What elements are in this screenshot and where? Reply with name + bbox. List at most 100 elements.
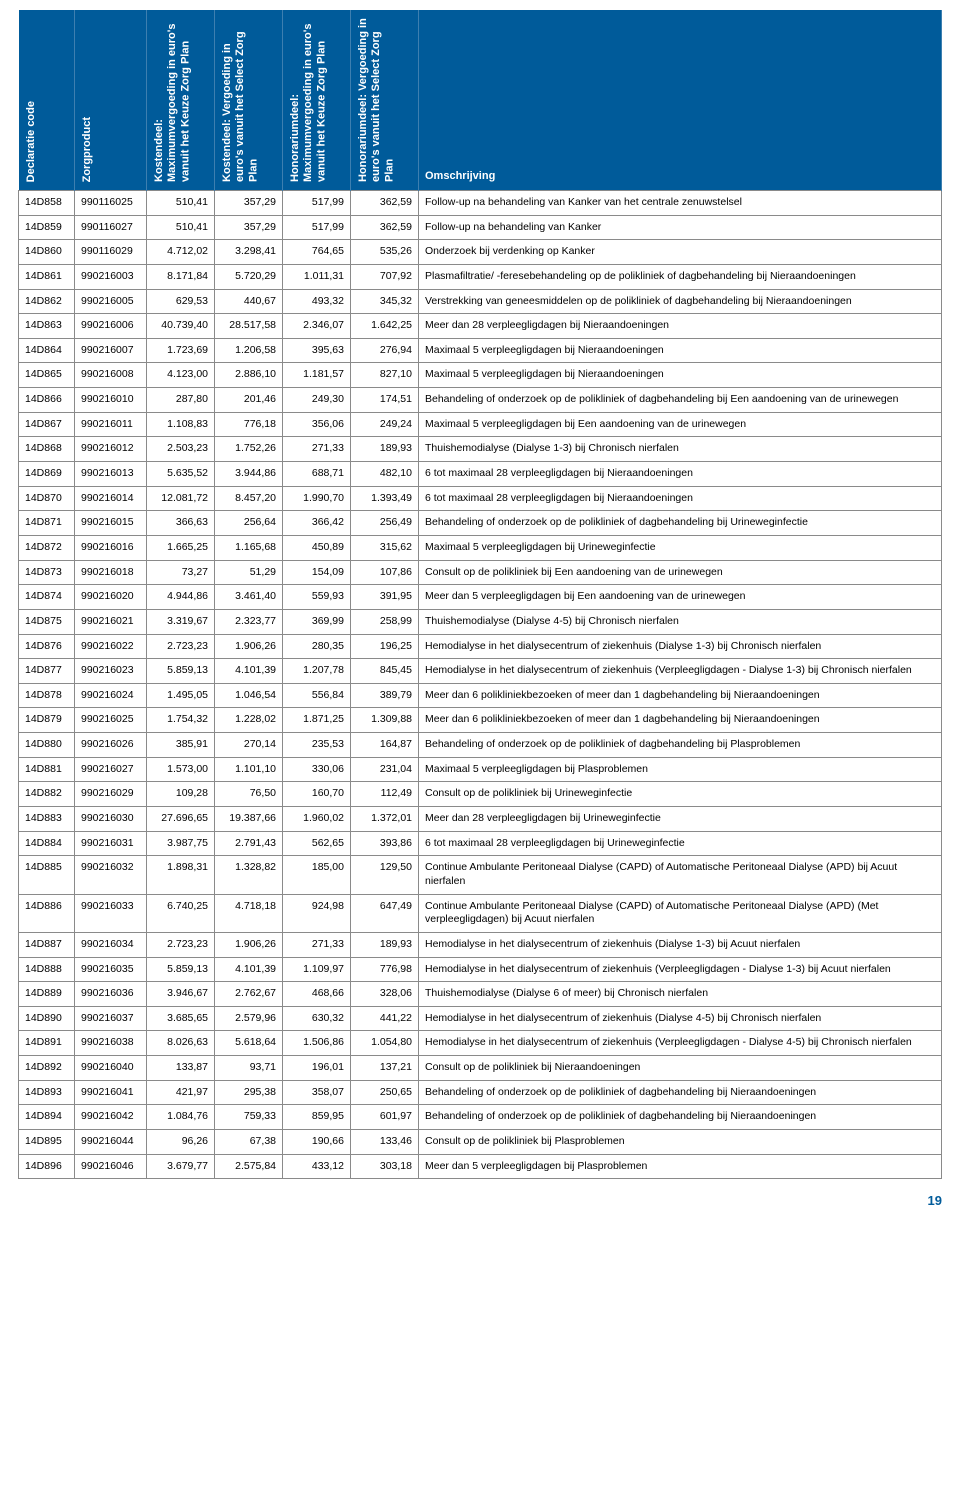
table-cell: 189,93 [351, 932, 419, 957]
table-cell: 2.791,43 [215, 831, 283, 856]
table-cell: 990216014 [75, 486, 147, 511]
table-cell: 51,29 [215, 560, 283, 585]
table-cell: Continue Ambulante Peritoneaal Dialyse (… [419, 894, 942, 932]
table-cell: Follow-up na behandeling van Kanker van … [419, 191, 942, 216]
table-cell: 535,26 [351, 240, 419, 265]
table-row: 14D8749902160204.944,863.461,40559,93391… [19, 585, 942, 610]
table-cell: 14D884 [19, 831, 75, 856]
table-cell: 356,06 [283, 412, 351, 437]
table-cell: 1.898,31 [147, 856, 215, 894]
table-cell: 990216034 [75, 932, 147, 957]
table-cell: 14D880 [19, 733, 75, 758]
table-cell: 366,63 [147, 511, 215, 536]
table-cell: Behandeling of onderzoek op de poliklini… [419, 733, 942, 758]
table-row: 14D88399021603027.696,6519.387,661.960,0… [19, 807, 942, 832]
table-cell: 990116027 [75, 215, 147, 240]
table-cell: 14D883 [19, 807, 75, 832]
table-cell: Maximaal 5 verpleegligdagen bij Een aand… [419, 412, 942, 437]
table-cell: 14D862 [19, 289, 75, 314]
table-cell: 14D885 [19, 856, 75, 894]
table-cell: Onderzoek bij verdenking op Kanker [419, 240, 942, 265]
table-cell: 271,33 [283, 437, 351, 462]
table-cell: 4.944,86 [147, 585, 215, 610]
table-cell: 2.579,96 [215, 1006, 283, 1031]
table-cell: Meer dan 6 polikliniekbezoeken of meer d… [419, 683, 942, 708]
table-cell: 1.181,57 [283, 363, 351, 388]
table-cell: 1.054,80 [351, 1031, 419, 1056]
table-cell: 990116025 [75, 191, 147, 216]
table-cell: 3.685,65 [147, 1006, 215, 1031]
table-cell: 19.387,66 [215, 807, 283, 832]
table-cell: 40.739,40 [147, 314, 215, 339]
table-cell: 441,22 [351, 1006, 419, 1031]
table-cell: 391,95 [351, 585, 419, 610]
table-row: 14D8699902160135.635,523.944,86688,71482… [19, 462, 942, 487]
table-cell: 174,51 [351, 388, 419, 413]
table-cell: 1.573,00 [147, 757, 215, 782]
table-cell: 990216041 [75, 1080, 147, 1105]
table-cell: 601,97 [351, 1105, 419, 1130]
table-row: 14D858990116025510,41357,29517,99362,59F… [19, 191, 942, 216]
table-cell: 1.108,83 [147, 412, 215, 437]
table-cell: 990216011 [75, 412, 147, 437]
table-cell: 3.679,77 [147, 1154, 215, 1179]
table-cell: 8.457,20 [215, 486, 283, 511]
table-cell: 1.011,31 [283, 264, 351, 289]
table-row: 14D862990216005629,53440,67493,32345,32V… [19, 289, 942, 314]
table-cell: 1.495,05 [147, 683, 215, 708]
table-cell: 990216038 [75, 1031, 147, 1056]
table-cell: Behandeling of onderzoek op de poliklini… [419, 511, 942, 536]
table-cell: 6.740,25 [147, 894, 215, 932]
table-cell: 1.207,78 [283, 659, 351, 684]
table-cell: 1.228,02 [215, 708, 283, 733]
table-cell: 990216026 [75, 733, 147, 758]
table-cell: 258,99 [351, 609, 419, 634]
table-cell: 433,12 [283, 1154, 351, 1179]
table-cell: Meer dan 28 verpleegligdagen bij Urinewe… [419, 807, 942, 832]
table-cell: 14D887 [19, 932, 75, 957]
table-cell: 137,21 [351, 1056, 419, 1081]
table-cell: 990216012 [75, 437, 147, 462]
table-cell: 990216015 [75, 511, 147, 536]
table-cell: Behandeling of onderzoek op de poliklini… [419, 1105, 942, 1130]
table-row: 14D8889902160355.859,134.101,391.109,977… [19, 957, 942, 982]
table-cell: 14D870 [19, 486, 75, 511]
table-cell: 14D871 [19, 511, 75, 536]
table-cell: 107,86 [351, 560, 419, 585]
table-cell: 96,26 [147, 1129, 215, 1154]
table-cell: Thuishemodialyse (Dialyse 1-3) bij Chron… [419, 437, 942, 462]
table-cell: Consult op de polikliniek bij Nieraandoe… [419, 1056, 942, 1081]
table-cell: 249,30 [283, 388, 351, 413]
table-cell: 133,87 [147, 1056, 215, 1081]
table-cell: Behandeling of onderzoek op de poliklini… [419, 1080, 942, 1105]
table-cell: 2.503,23 [147, 437, 215, 462]
table-cell: 1.109,97 [283, 957, 351, 982]
table-cell: Continue Ambulante Peritoneaal Dialyse (… [419, 856, 942, 894]
table-row: 14D8859902160321.898,311.328,82185,00129… [19, 856, 942, 894]
table-cell: Meer dan 6 polikliniekbezoeken of meer d… [419, 708, 942, 733]
table-cell: Thuishemodialyse (Dialyse 6 of meer) bij… [419, 982, 942, 1007]
table-cell: 924,98 [283, 894, 351, 932]
col-kostendeel-select: Kostendeel: Vergoeding in euro's vanuit … [215, 10, 283, 191]
table-cell: 629,53 [147, 289, 215, 314]
table-row: 14D87099021601412.081,728.457,201.990,70… [19, 486, 942, 511]
table-cell: 345,32 [351, 289, 419, 314]
table-cell: 14D888 [19, 957, 75, 982]
table-cell: 990216016 [75, 535, 147, 560]
table-cell: 1.723,69 [147, 338, 215, 363]
table-cell: 450,89 [283, 535, 351, 560]
table-cell: Behandeling of onderzoek op de poliklini… [419, 388, 942, 413]
table-cell: 510,41 [147, 191, 215, 216]
table-cell: Consult op de polikliniek bij Urinewegin… [419, 782, 942, 807]
table-cell: 14D879 [19, 708, 75, 733]
table-cell: 990216008 [75, 363, 147, 388]
table-cell: Maximaal 5 verpleegligdagen bij Urineweg… [419, 535, 942, 560]
table-cell: 493,32 [283, 289, 351, 314]
table-cell: 990216025 [75, 708, 147, 733]
table-cell: 231,04 [351, 757, 419, 782]
table-cell: 3.298,41 [215, 240, 283, 265]
table-row: 14D8779902160235.859,134.101,391.207,788… [19, 659, 942, 684]
table-cell: 630,32 [283, 1006, 351, 1031]
table-cell: 990216021 [75, 609, 147, 634]
table-cell: 185,00 [283, 856, 351, 894]
